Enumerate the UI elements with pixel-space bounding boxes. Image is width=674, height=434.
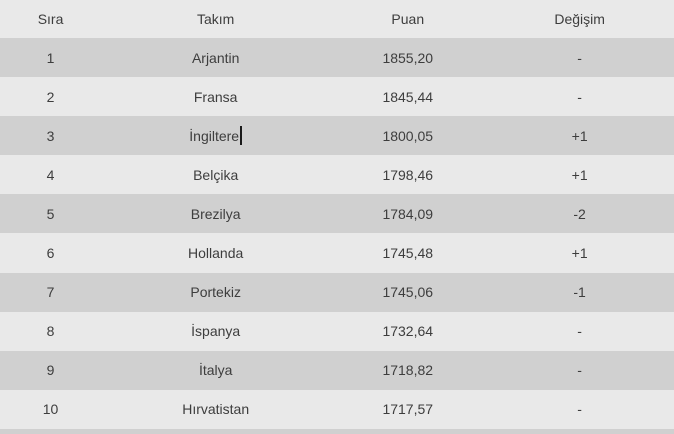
column-header-points: Puan	[391, 11, 425, 27]
team-cell: Portekiz	[190, 284, 241, 301]
column-header-rank: Sıra	[37, 11, 64, 27]
text-caret	[240, 126, 243, 146]
rank-cell: 9	[46, 362, 55, 379]
table-row: 3 İngiltere 1800,05 +1	[0, 116, 674, 156]
team-cell: İtalya	[198, 362, 233, 379]
team-cell: Fransa	[193, 88, 238, 105]
table-header-row: Sıra Takım Puan Değişim	[0, 0, 674, 38]
team-cell-text: İngiltere	[189, 127, 240, 144]
rank-cell: 1	[46, 49, 55, 66]
table-row-partial	[0, 428, 674, 434]
team-cell: Hırvatistan	[182, 401, 250, 418]
table-row: 4 Belçika 1798,46 +1	[0, 155, 674, 195]
table-row: 8 İspanya 1732,64 -	[0, 311, 674, 351]
rank-cell: 10	[42, 401, 59, 418]
change-cell: -2	[573, 205, 586, 222]
change-cell: +1	[571, 245, 588, 262]
change-cell: +1	[571, 166, 588, 183]
table-row: 1 Arjantin 1855,20 -	[0, 38, 674, 78]
rank-cell: 6	[46, 245, 55, 262]
column-header-team: Takım	[197, 11, 235, 27]
team-cell: Brezilya	[190, 205, 241, 222]
change-cell: -	[577, 362, 582, 379]
table-row: 7 Portekiz 1745,06 -1	[0, 272, 674, 312]
points-cell: 1845,44	[382, 88, 434, 105]
rank-cell: 5	[46, 205, 55, 222]
rank-cell: 7	[46, 284, 55, 301]
change-cell: -1	[573, 284, 586, 301]
change-cell: +1	[571, 127, 588, 144]
rank-cell: 2	[46, 88, 55, 105]
change-cell: -	[577, 323, 582, 340]
rank-cell: 3	[46, 127, 55, 144]
change-cell: -	[577, 88, 582, 105]
table-row: 2 Fransa 1845,44 -	[0, 77, 674, 117]
team-cell: Hollanda	[188, 245, 244, 262]
points-cell: 1855,20	[382, 49, 434, 66]
team-cell: Arjantin	[191, 49, 240, 66]
points-cell: 1732,64	[382, 323, 434, 340]
points-cell: 1800,05	[382, 127, 434, 144]
points-cell: 1798,46	[382, 166, 434, 183]
team-cell: Belçika	[193, 166, 239, 183]
rank-cell: 8	[46, 323, 55, 340]
points-cell: 1745,06	[382, 284, 434, 301]
rank-cell: 4	[46, 166, 55, 183]
points-cell: 1784,09	[382, 205, 434, 222]
points-cell: 1718,82	[382, 362, 434, 379]
table-row: 5 Brezilya 1784,09 -2	[0, 194, 674, 234]
change-cell: -	[577, 49, 582, 66]
table-row: 6 Hollanda 1745,48 +1	[0, 233, 674, 273]
change-cell: -	[577, 401, 582, 418]
column-header-change: Değişim	[554, 11, 605, 27]
table-row: 9 İtalya 1718,82 -	[0, 350, 674, 390]
team-cell-editing[interactable]: İngiltere	[101, 116, 330, 155]
team-cell: İspanya	[191, 323, 241, 340]
table-row: 10 Hırvatistan 1717,57 -	[0, 389, 674, 429]
points-cell: 1717,57	[382, 401, 434, 418]
points-cell: 1745,48	[382, 245, 434, 262]
